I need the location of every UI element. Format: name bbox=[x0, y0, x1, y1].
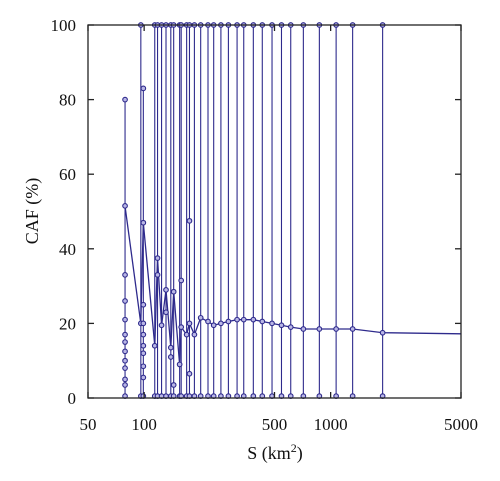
data-point bbox=[349, 326, 356, 332]
data-point bbox=[191, 331, 198, 338]
data-point bbox=[333, 326, 339, 332]
x-tick-label: 500 bbox=[262, 415, 288, 434]
x-tick-label: 50 bbox=[80, 415, 97, 434]
data-point bbox=[140, 219, 147, 226]
data-point bbox=[163, 286, 169, 293]
x-axis-title-tail: ) bbox=[297, 443, 303, 464]
data-point bbox=[122, 96, 128, 103]
data-point bbox=[170, 382, 177, 388]
data-point bbox=[176, 361, 183, 368]
data-point bbox=[158, 322, 165, 329]
x-tick-label: 5000 bbox=[444, 415, 478, 434]
data-point bbox=[140, 350, 147, 357]
data-point bbox=[316, 326, 323, 332]
transect-lines bbox=[124, 25, 384, 398]
data-point bbox=[234, 316, 240, 323]
data-point bbox=[140, 374, 147, 381]
data-point bbox=[122, 365, 128, 372]
data-point bbox=[140, 363, 147, 370]
data-point bbox=[178, 324, 185, 330]
data-markers bbox=[122, 22, 386, 399]
data-point bbox=[154, 255, 161, 261]
data-point bbox=[210, 322, 217, 329]
data-point bbox=[225, 318, 232, 325]
y-tick-label: 60 bbox=[59, 165, 76, 184]
x-tick-label: 1000 bbox=[314, 415, 348, 434]
data-point bbox=[140, 85, 147, 92]
data-point bbox=[170, 288, 177, 295]
mean-curve-line bbox=[124, 205, 462, 365]
data-point bbox=[197, 314, 204, 321]
data-point bbox=[151, 342, 158, 349]
data-point bbox=[140, 301, 147, 308]
data-point bbox=[269, 320, 275, 327]
data-point bbox=[186, 370, 193, 377]
y-axis-title: CAF (%) bbox=[22, 178, 43, 245]
x-axis-title: S (km2) bbox=[247, 441, 303, 464]
data-point bbox=[379, 329, 386, 336]
data-point bbox=[300, 326, 307, 332]
x-axis-title-base: S (km bbox=[247, 443, 291, 464]
data-point bbox=[240, 316, 247, 323]
y-tick-label: 40 bbox=[59, 240, 76, 259]
y-tick-label: 80 bbox=[59, 91, 76, 110]
data-point bbox=[167, 354, 174, 360]
data-point bbox=[183, 331, 190, 338]
data-point bbox=[140, 342, 147, 349]
data-point bbox=[259, 318, 266, 325]
data-point bbox=[163, 309, 169, 316]
data-point bbox=[140, 331, 147, 338]
data-point bbox=[186, 320, 193, 327]
data-point bbox=[122, 316, 128, 323]
data-point bbox=[122, 357, 128, 364]
data-point bbox=[178, 277, 185, 284]
x-tick-label: 100 bbox=[131, 415, 157, 434]
data-point bbox=[205, 318, 211, 325]
data-point bbox=[287, 324, 294, 330]
data-point bbox=[122, 203, 128, 209]
plot-frame bbox=[87, 24, 462, 399]
axis-ticks bbox=[87, 24, 462, 399]
x-axis-title-sup: 2 bbox=[291, 441, 297, 455]
y-tick-label: 100 bbox=[51, 16, 77, 35]
data-point bbox=[122, 331, 128, 338]
data-point bbox=[122, 376, 128, 383]
data-point bbox=[218, 320, 224, 327]
mean-curve bbox=[124, 205, 462, 365]
tick-labels: 0 20 40 60 80 100 50 100 500 1000 5000 bbox=[51, 16, 479, 434]
data-point bbox=[250, 316, 257, 323]
y-tick-label: 0 bbox=[68, 389, 77, 408]
data-point bbox=[167, 344, 174, 351]
data-point bbox=[122, 339, 128, 345]
y-tick-label: 20 bbox=[59, 314, 76, 333]
data-point bbox=[278, 322, 285, 329]
data-point bbox=[122, 348, 128, 355]
data-point bbox=[140, 320, 147, 327]
data-point bbox=[122, 298, 128, 304]
data-point bbox=[122, 272, 128, 278]
data-point bbox=[122, 382, 128, 388]
data-point bbox=[186, 217, 193, 224]
data-point bbox=[154, 272, 161, 278]
